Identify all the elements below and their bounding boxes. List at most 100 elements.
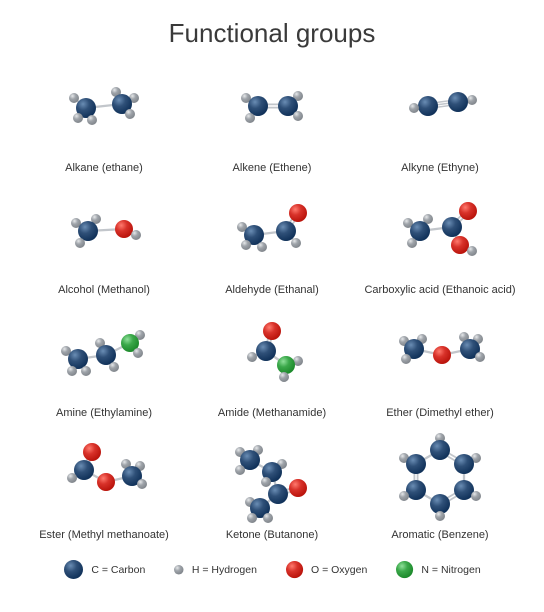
cell-amide: Amide (Methanamide) <box>188 302 356 425</box>
legend-ball-C <box>64 560 83 579</box>
molecule-amide <box>212 307 332 401</box>
atom-C <box>68 349 88 369</box>
page-title: Functional groups <box>0 0 544 57</box>
cell-amine: Amine (Ethylamine) <box>20 302 188 425</box>
atom-C <box>442 217 462 237</box>
atom-H <box>467 95 477 105</box>
molecule-alcohol <box>44 185 164 279</box>
label-aromatic: Aromatic (Benzene) <box>391 529 488 541</box>
atom-C <box>96 345 116 365</box>
cell-carboxylic: Carboxylic acid (Ethanoic acid) <box>356 180 524 303</box>
cell-alkane: Alkane (ethane) <box>20 57 188 180</box>
atom-H <box>245 113 255 123</box>
molecule-grid: Alkane (ethane) Alkene (Ethene) Alkyne (Et… <box>0 57 544 547</box>
cell-alkene: Alkene (Ethene) <box>188 57 356 180</box>
label-ketone: Ketone (Butanone) <box>226 529 318 541</box>
atom-H <box>467 246 477 256</box>
atom-C <box>418 96 438 116</box>
cell-aldehyde: Aldehyde (Ethanal) <box>188 180 356 303</box>
atom-H <box>247 513 257 523</box>
atom-H <box>401 354 411 364</box>
atom-H <box>87 115 97 125</box>
atom-O <box>289 479 307 497</box>
molecule-aldehyde <box>212 185 332 279</box>
legend-ball-O <box>286 561 303 578</box>
atom-H <box>407 238 417 248</box>
legend-ball-N <box>396 561 413 578</box>
molecule-alkyne <box>380 62 500 156</box>
atom-H <box>241 240 251 250</box>
label-ester: Ester (Methyl methanoate) <box>39 529 169 541</box>
atom-O <box>289 204 307 222</box>
label-aldehyde: Aldehyde (Ethanal) <box>225 284 319 296</box>
atom-H <box>293 111 303 121</box>
atom-C <box>256 341 276 361</box>
legend-item-H: H = Hydrogen <box>173 564 257 576</box>
atom-C <box>74 460 94 480</box>
cell-alkyne: Alkyne (Ethyne) <box>356 57 524 180</box>
atom-O <box>263 322 281 340</box>
atom-N <box>277 356 295 374</box>
atom-C <box>430 440 450 460</box>
atom-C <box>454 480 474 500</box>
label-alkyne: Alkyne (Ethyne) <box>401 162 479 174</box>
atom-O <box>433 346 451 364</box>
atom-C <box>406 480 426 500</box>
atom-O <box>115 220 133 238</box>
label-carboxylic: Carboxylic acid (Ethanoic acid) <box>364 284 515 296</box>
legend-text: C = Carbon <box>91 564 145 576</box>
atom-H <box>125 109 135 119</box>
cell-alcohol: Alcohol (Methanol) <box>20 180 188 303</box>
label-amine: Amine (Ethylamine) <box>56 407 152 419</box>
atom-H <box>133 348 143 358</box>
legend: C = Carbon H = Hydrogen O = Oxygen N = Nitr… <box>0 547 544 580</box>
label-alkene: Alkene (Ethene) <box>233 162 312 174</box>
legend-text: H = Hydrogen <box>192 564 257 576</box>
molecule-alkene <box>212 62 332 156</box>
atom-H <box>471 491 481 501</box>
atom-H <box>263 513 273 523</box>
label-ether: Ether (Dimethyl ether) <box>386 407 494 419</box>
molecule-ketone <box>212 430 332 524</box>
atom-H <box>75 238 85 248</box>
label-amide: Amide (Methanamide) <box>218 407 326 419</box>
atom-C <box>248 96 268 116</box>
atom-H <box>69 93 79 103</box>
atom-C <box>454 454 474 474</box>
molecule-aromatic <box>380 430 500 524</box>
molecule-alkane <box>44 62 164 156</box>
atom-H <box>291 238 301 248</box>
legend-text: O = Oxygen <box>311 564 367 576</box>
atom-C <box>276 221 296 241</box>
atom-C <box>448 92 468 112</box>
atom-H <box>67 366 77 376</box>
atom-H <box>67 473 77 483</box>
atom-O <box>451 236 469 254</box>
atom-H <box>109 362 119 372</box>
cell-ether: Ether (Dimethyl ether) <box>356 302 524 425</box>
cell-ester: Ester (Methyl methanoate) <box>20 425 188 548</box>
atom-O <box>459 202 477 220</box>
atom-H <box>409 103 419 113</box>
label-alkane: Alkane (ethane) <box>65 162 143 174</box>
atom-H <box>435 511 445 521</box>
atom-H <box>137 479 147 489</box>
atom-H <box>261 477 271 487</box>
atom-H <box>235 465 245 475</box>
atom-H <box>247 352 257 362</box>
legend-item-O: O = Oxygen <box>285 560 367 579</box>
atom-H <box>279 372 289 382</box>
legend-text: N = Nitrogen <box>421 564 480 576</box>
atom-H <box>257 242 267 252</box>
atom-C <box>268 484 288 504</box>
atom-H <box>81 366 91 376</box>
legend-item-C: C = Carbon <box>63 559 145 580</box>
atom-H <box>73 113 83 123</box>
legend-ball-H <box>174 565 184 575</box>
cell-aromatic: Aromatic (Benzene) <box>356 425 524 548</box>
atom-C <box>78 221 98 241</box>
atom-H <box>131 230 141 240</box>
atom-C <box>406 454 426 474</box>
legend-item-N: N = Nitrogen <box>395 560 480 579</box>
atom-H <box>399 491 409 501</box>
